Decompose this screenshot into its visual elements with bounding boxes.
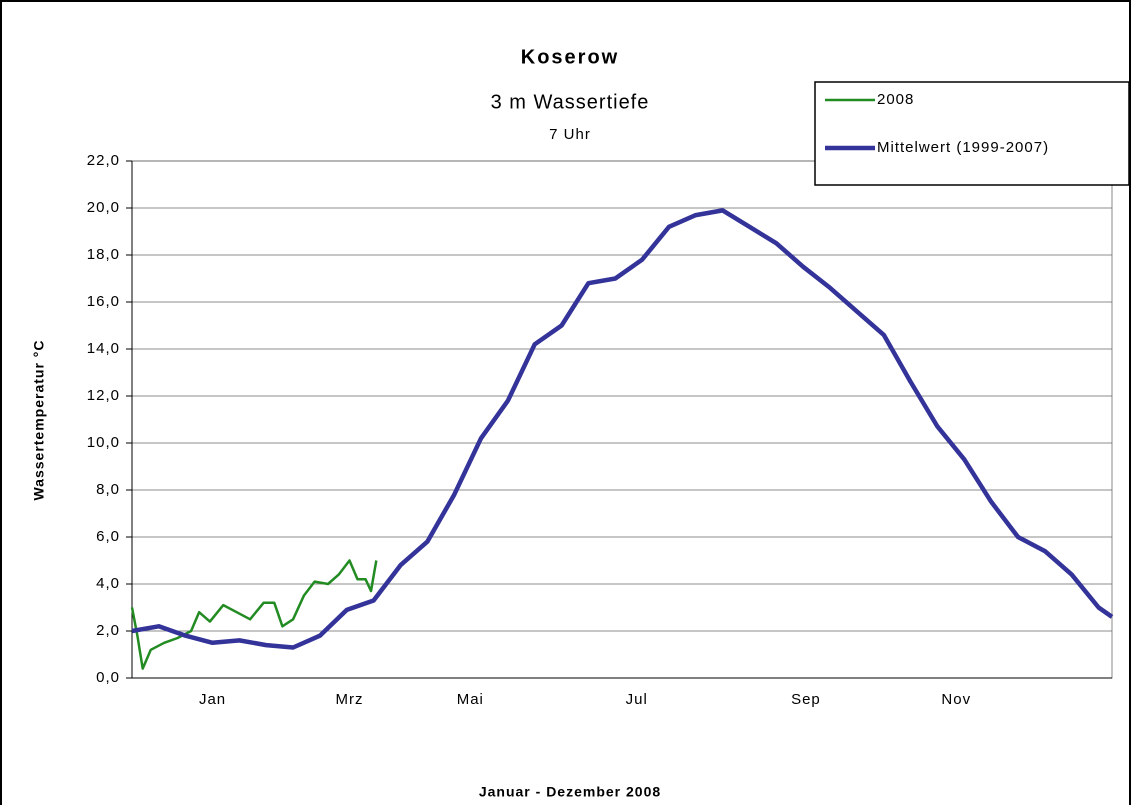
y-tick-label: 22,0 bbox=[87, 152, 120, 169]
y-axis-label: Wassertemperatur °C bbox=[31, 339, 47, 500]
y-tick-label: 8,0 bbox=[96, 481, 120, 498]
plot-area bbox=[131, 160, 1113, 679]
x-tick-label: Nov bbox=[941, 691, 971, 708]
x-tick-label: Mai bbox=[457, 691, 484, 708]
y-tick-label: 2,0 bbox=[96, 622, 120, 639]
legend-label: Mittelwert (1999-2007) bbox=[877, 139, 1049, 156]
y-tick-label: 6,0 bbox=[96, 528, 120, 545]
line-series bbox=[131, 208, 1114, 650]
x-tick-label: Jul bbox=[626, 691, 648, 708]
legend-label: 2008 bbox=[877, 91, 914, 108]
y-tick-label: 12,0 bbox=[87, 387, 120, 404]
y-tick-label: 14,0 bbox=[87, 340, 120, 357]
y-tick-label: 0,0 bbox=[96, 669, 120, 686]
y-tick-label: 10,0 bbox=[87, 434, 120, 451]
y-tick-label: 16,0 bbox=[87, 293, 120, 310]
x-tick-label: Mrz bbox=[335, 691, 363, 708]
y-tick-label: 18,0 bbox=[87, 246, 120, 263]
x-axis-label: Januar - Dezember 2008 bbox=[479, 784, 661, 800]
x-tick-label: Jan bbox=[199, 691, 226, 708]
legend bbox=[814, 81, 1130, 186]
chart-subtitle: 7 Uhr bbox=[549, 126, 591, 143]
y-tick-label: 4,0 bbox=[96, 575, 120, 592]
chart-subtitle: 3 m Wassertiefe bbox=[491, 91, 650, 113]
x-tick-label: Sep bbox=[791, 691, 821, 708]
chart-title: Koserow bbox=[521, 46, 619, 68]
line-series bbox=[130, 559, 378, 670]
y-tick-label: 20,0 bbox=[87, 199, 120, 216]
